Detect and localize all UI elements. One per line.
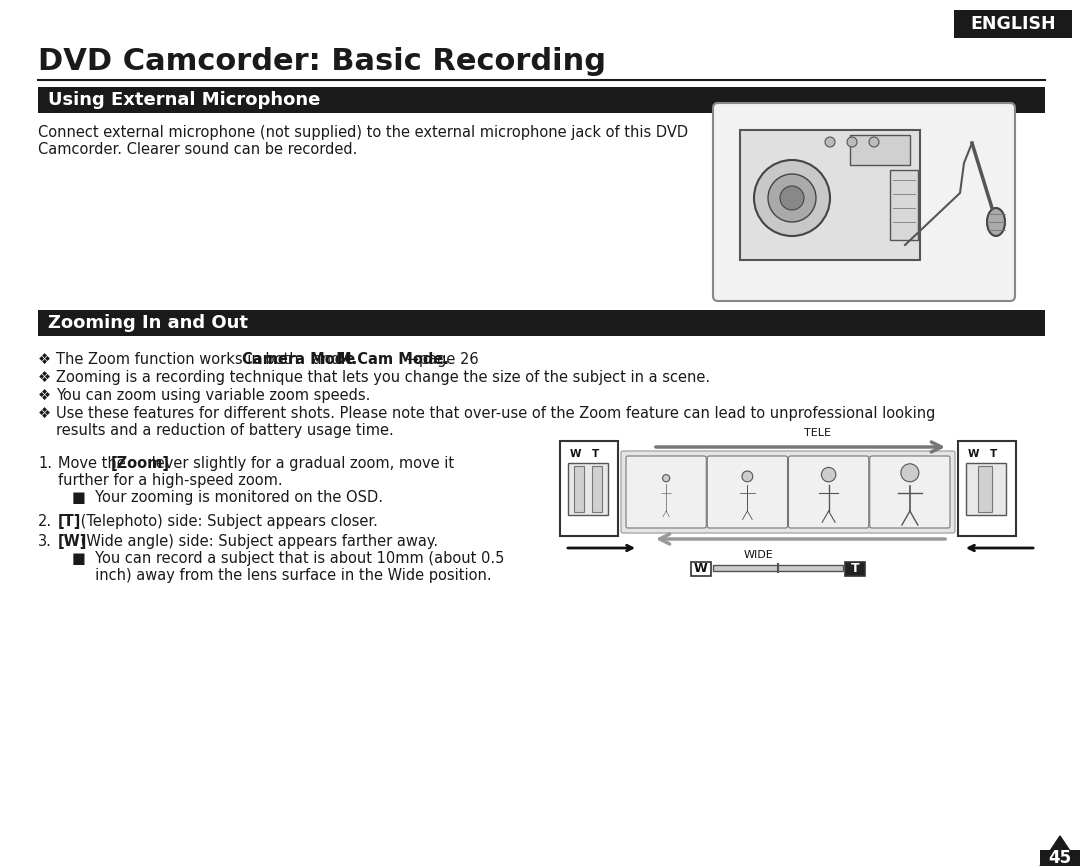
Text: You can zoom using variable zoom speeds.: You can zoom using variable zoom speeds. <box>56 388 370 403</box>
FancyBboxPatch shape <box>621 451 955 533</box>
Text: Using External Microphone: Using External Microphone <box>48 91 321 109</box>
Text: 1.: 1. <box>38 456 52 471</box>
Text: lever slightly for a gradual zoom, move it: lever slightly for a gradual zoom, move … <box>147 456 454 471</box>
Text: and: and <box>308 352 345 367</box>
Text: Connect external microphone (not supplied) to the external microphone jack of th: Connect external microphone (not supplie… <box>38 125 688 140</box>
Circle shape <box>742 471 753 481</box>
Text: further for a high-speed zoom.: further for a high-speed zoom. <box>58 473 283 488</box>
Text: 45: 45 <box>1049 849 1071 866</box>
Bar <box>978 466 993 512</box>
Text: →page 26: →page 26 <box>402 352 478 367</box>
Text: Camcorder. Clearer sound can be recorded.: Camcorder. Clearer sound can be recorded… <box>38 142 357 157</box>
Circle shape <box>901 464 919 481</box>
Bar <box>592 466 602 512</box>
Text: results and a reduction of battery usage time.: results and a reduction of battery usage… <box>56 423 394 438</box>
Text: W: W <box>968 449 980 459</box>
FancyBboxPatch shape <box>707 456 787 528</box>
Bar <box>713 565 843 571</box>
Circle shape <box>662 475 670 481</box>
Circle shape <box>847 137 858 147</box>
Text: ❖: ❖ <box>38 370 51 385</box>
Text: inch) away from the lens surface in the Wide position.: inch) away from the lens surface in the … <box>72 568 491 583</box>
Text: T: T <box>990 449 997 459</box>
Circle shape <box>780 186 804 210</box>
Text: W: W <box>570 449 581 459</box>
Circle shape <box>822 468 836 481</box>
Bar <box>845 562 865 576</box>
Circle shape <box>768 174 816 222</box>
Text: M.Cam Mode.: M.Cam Mode. <box>337 352 449 367</box>
Text: [Zoom]: [Zoom] <box>110 456 170 471</box>
FancyBboxPatch shape <box>788 456 868 528</box>
Bar <box>691 562 711 576</box>
Text: TELE: TELE <box>805 428 832 438</box>
Circle shape <box>869 137 879 147</box>
Bar <box>850 135 910 165</box>
Bar <box>38 87 1045 113</box>
Text: WIDE: WIDE <box>743 550 773 560</box>
FancyBboxPatch shape <box>626 456 706 528</box>
Bar <box>1040 850 1080 866</box>
Bar <box>966 463 1005 515</box>
Text: T: T <box>851 563 860 576</box>
Bar <box>890 170 918 240</box>
Text: Zooming is a recording technique that lets you change the size of the subject in: Zooming is a recording technique that le… <box>56 370 711 385</box>
Circle shape <box>825 137 835 147</box>
Bar <box>954 10 1072 38</box>
Bar <box>38 310 1045 336</box>
Text: [W]: [W] <box>58 534 87 549</box>
Text: Zooming In and Out: Zooming In and Out <box>48 314 248 332</box>
Text: ■  Your zooming is monitored on the OSD.: ■ Your zooming is monitored on the OSD. <box>72 490 383 505</box>
Text: T: T <box>592 449 599 459</box>
Text: ENGLISH: ENGLISH <box>970 15 1056 33</box>
Text: 2.: 2. <box>38 514 52 529</box>
Bar <box>573 466 584 512</box>
FancyBboxPatch shape <box>713 103 1015 301</box>
Text: ■  You can record a subject that is about 10mm (about 0.5: ■ You can record a subject that is about… <box>72 551 504 566</box>
FancyBboxPatch shape <box>869 456 950 528</box>
Text: ❖: ❖ <box>38 388 51 403</box>
Text: (Wide angle) side: Subject appears farther away.: (Wide angle) side: Subject appears farth… <box>77 534 438 549</box>
Text: Move the: Move the <box>58 456 131 471</box>
Text: [T]: [T] <box>58 514 81 529</box>
Bar <box>561 441 618 536</box>
Text: ❖: ❖ <box>38 406 51 421</box>
Text: (Telephoto) side: Subject appears closer.: (Telephoto) side: Subject appears closer… <box>77 514 378 529</box>
Circle shape <box>754 160 831 236</box>
Text: W: W <box>694 563 707 576</box>
Text: The Zoom function works in both: The Zoom function works in both <box>56 352 303 367</box>
Text: DVD Camcorder: Basic Recording: DVD Camcorder: Basic Recording <box>38 48 606 76</box>
Text: ❖: ❖ <box>38 352 51 367</box>
Bar <box>958 441 1016 536</box>
Text: Camera Mode: Camera Mode <box>242 352 355 367</box>
Polygon shape <box>1040 836 1080 866</box>
Bar <box>740 130 920 260</box>
Bar <box>568 463 608 515</box>
Text: Use these features for different shots. Please note that over-use of the Zoom fe: Use these features for different shots. … <box>56 406 935 421</box>
Ellipse shape <box>987 208 1005 236</box>
Text: 3.: 3. <box>38 534 52 549</box>
